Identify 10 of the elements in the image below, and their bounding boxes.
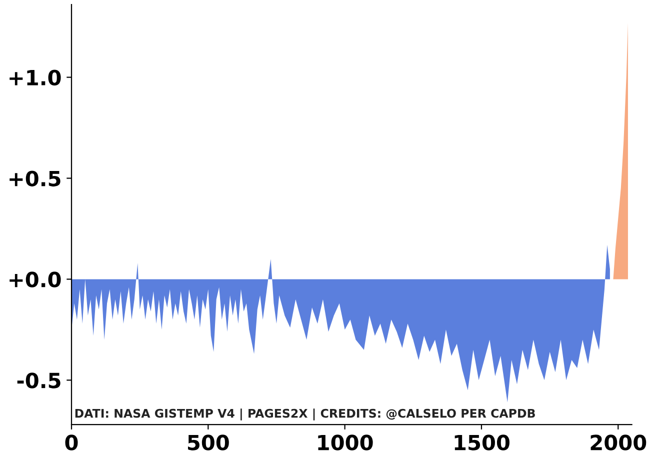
x-tick-label: 500 <box>188 434 229 450</box>
y-tick-label: +0.0 <box>10 272 61 288</box>
y-tick-label: +0.5 <box>10 170 60 186</box>
x-tick-label: 2000 <box>590 434 646 450</box>
x-tick-label: 1500 <box>454 434 510 450</box>
y-tick-label: +1.0 <box>10 70 61 86</box>
x-tick-label: 0 <box>65 434 78 450</box>
x-tick-label: 1000 <box>318 434 373 450</box>
y-tick-label: -0.5 <box>17 372 60 388</box>
annotation: DATI: NASA GISTEMP V4 | PAGES2X | CREDITS: @CALSELO PER CAPDB <box>75 408 535 420</box>
